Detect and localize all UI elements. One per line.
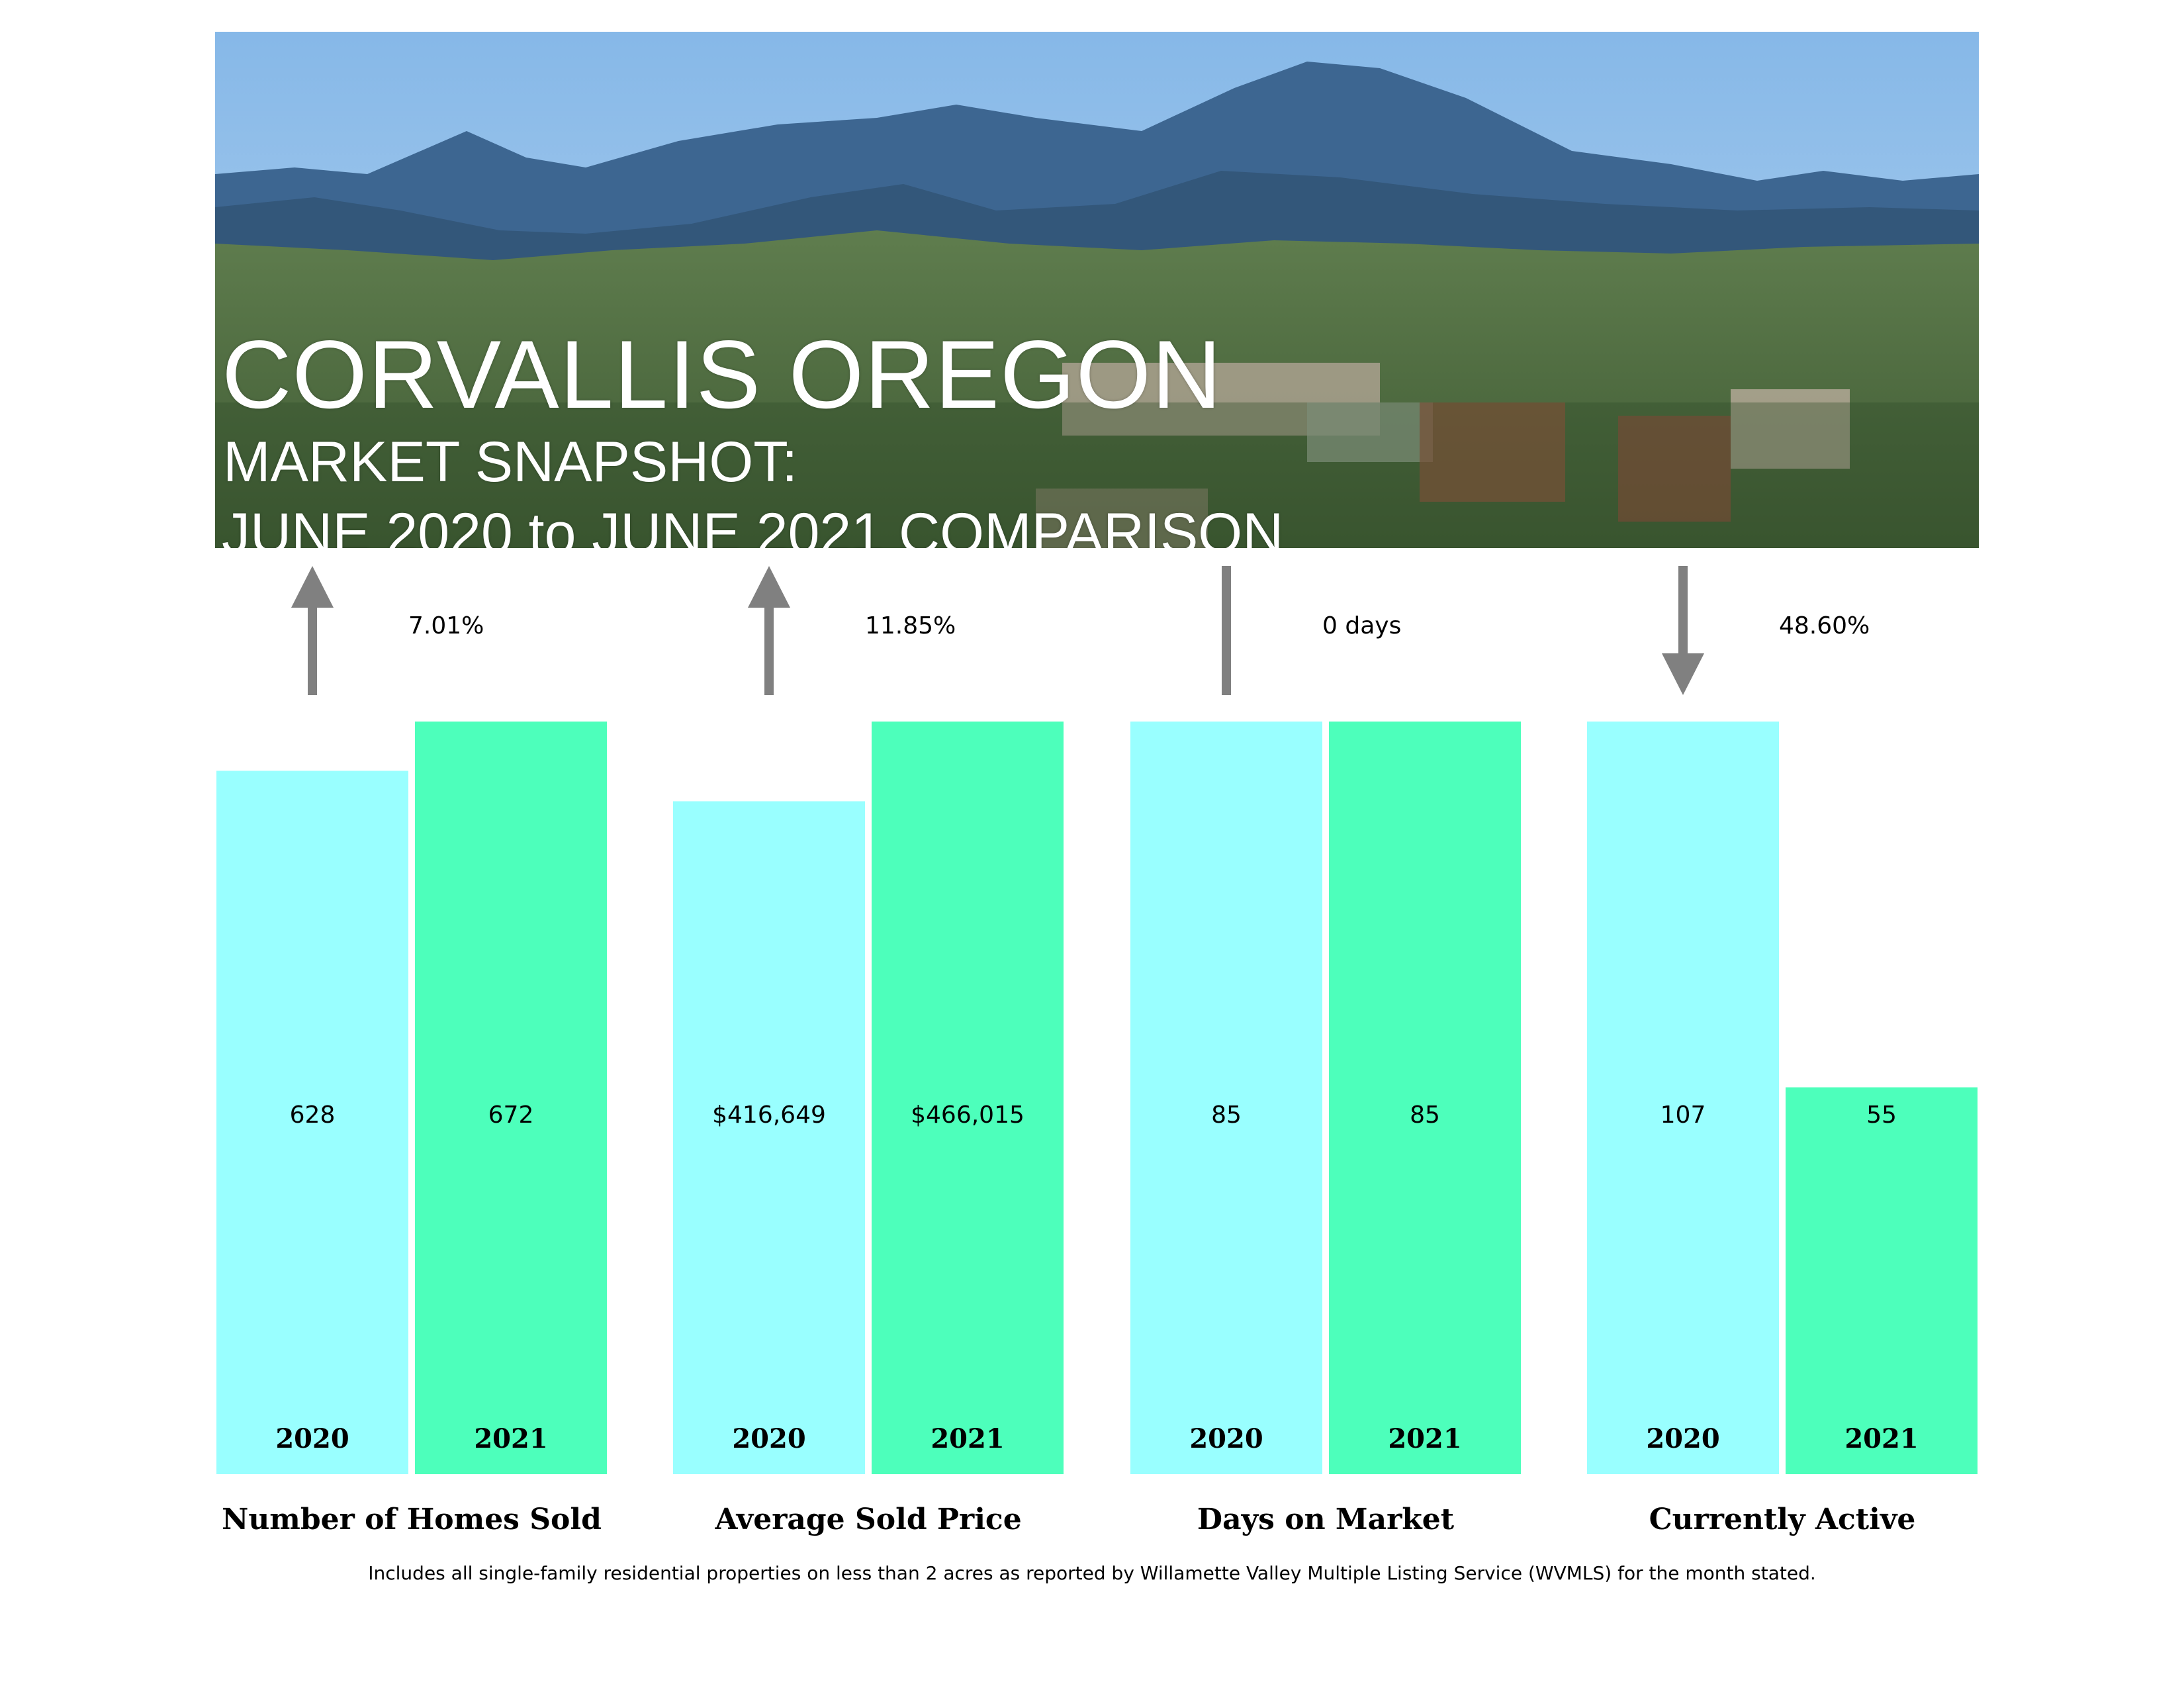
bar-value-label: 85 xyxy=(1211,1102,1242,1129)
change-arrow-icon xyxy=(1222,566,1231,695)
bar-2020 xyxy=(1130,722,1322,1474)
bar-year-label: 2020 xyxy=(1646,1423,1719,1454)
bar-year-label: 2021 xyxy=(1844,1423,1918,1454)
change-percentage-label: 0 days xyxy=(1322,612,1401,639)
bar-2021 xyxy=(415,722,607,1474)
footnote: Includes all single-family residential p… xyxy=(368,1562,1816,1584)
arrow-head xyxy=(748,566,790,608)
bar-value-label: 85 xyxy=(1410,1102,1440,1129)
category-label: Days on Market xyxy=(1197,1503,1455,1536)
bar-year-label: 2021 xyxy=(1388,1423,1461,1454)
change-arrow-icon xyxy=(748,566,790,695)
arrow-head xyxy=(1662,653,1704,695)
bar-value-label: $416,649 xyxy=(712,1102,826,1129)
bar-2020 xyxy=(673,801,865,1474)
bar-2021 xyxy=(872,722,1064,1474)
bar-value-label: 55 xyxy=(1866,1102,1897,1129)
arrow-head xyxy=(291,566,334,608)
bar-year-label: 2020 xyxy=(732,1423,805,1454)
subtitle-line-2: JUNE 2020 to JUNE 2021 COMPARISON xyxy=(222,502,1284,548)
change-arrow-icon xyxy=(291,566,334,695)
page-title: CORVALLIS OREGON xyxy=(222,320,1222,428)
arrow-shaft xyxy=(1678,566,1688,655)
category-label: Number of Homes Sold xyxy=(222,1503,602,1536)
bar-year-label: 2020 xyxy=(275,1423,349,1454)
bar-year-label: 2021 xyxy=(931,1423,1004,1454)
header-banner: CORVALLIS OREGON MARKET SNAPSHOT: JUNE 2… xyxy=(215,32,1979,548)
change-arrow-icon xyxy=(1662,566,1704,695)
arrow-shaft xyxy=(764,606,774,695)
bar-year-label: 2020 xyxy=(1189,1423,1263,1454)
bar-2020 xyxy=(1587,722,1779,1474)
bar-2021 xyxy=(1329,722,1521,1474)
category-label: Average Sold Price xyxy=(714,1503,1021,1536)
change-percentage-label: 7.01% xyxy=(408,612,484,639)
change-percentage-label: 48.60% xyxy=(1779,612,1870,639)
bar-year-label: 2021 xyxy=(474,1423,547,1454)
bar-value-label: $466,015 xyxy=(911,1102,1024,1129)
bar-2021 xyxy=(1786,1087,1978,1474)
landscape-photo xyxy=(215,32,1979,548)
bar-value-label: 628 xyxy=(290,1102,336,1129)
bar-value-label: 107 xyxy=(1661,1102,1706,1129)
change-percentage-label: 11.85% xyxy=(865,612,956,639)
flat-bar xyxy=(1222,566,1231,695)
bar-value-label: 672 xyxy=(488,1102,534,1129)
bar-2020 xyxy=(216,771,408,1474)
subtitle-line-1: MARKET SNAPSHOT: xyxy=(223,430,798,494)
arrow-shaft xyxy=(308,606,317,695)
category-label: Currently Active xyxy=(1649,1503,1916,1536)
